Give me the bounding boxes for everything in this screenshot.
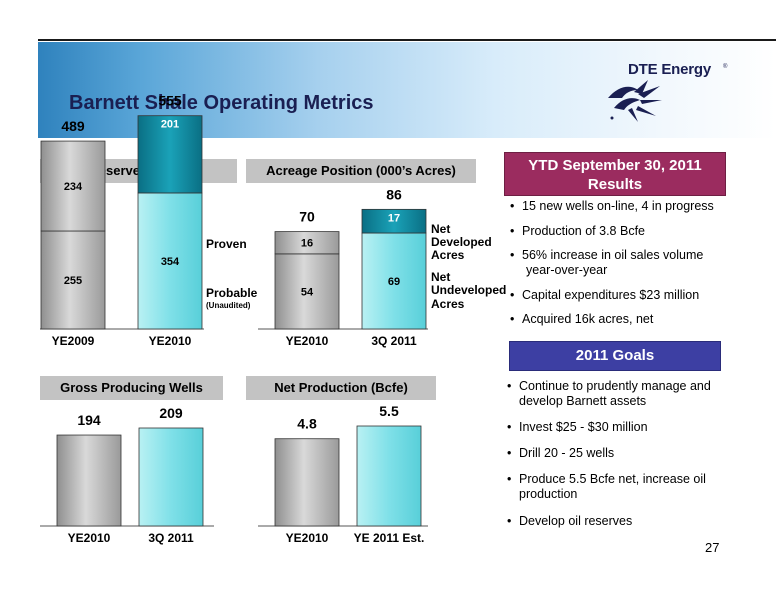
bar-segment [361,208,427,234]
ytd-results-header: YTD September 30, 2011 Results [504,152,726,196]
legend-undeveloped-3: Acres [431,297,465,311]
goal-item: Produce 5.5 Bcfe net, increase oil [507,472,706,487]
goal-item: Continue to prudently manage and [507,379,711,394]
bar-total-label: 70 [299,209,315,225]
category-label: YE2010 [286,334,329,348]
slide-title: Barnett Shale Operating Metrics [69,92,374,114]
bar-total-label: 86 [386,186,402,202]
legend-probable: Probable [206,286,258,300]
bar-value-label: 194 [77,412,101,428]
page-number: 27 [705,540,720,555]
wells-panel-title: Gross Producing Wells [40,376,223,400]
bar-segment-label: 17 [388,212,400,224]
bar-segment-label: 69 [388,276,400,288]
legend-undeveloped-1: Net [431,270,451,284]
ytd-line-1: YTD September 30, 2011 [528,157,702,174]
logo-trademark: ® [723,64,728,70]
bar [356,425,422,527]
header-top-line [38,39,776,41]
result-item: 15 new wells on-line, 4 in progress [510,199,714,214]
result-item-cont: year-over-year [526,263,608,277]
legend-developed-3: Acres [431,248,465,262]
bar-segment [274,253,340,330]
unaudited-note: (Unaudited) [206,301,251,310]
bar-total-label: 555 [158,93,182,109]
dte-sun-logo-icon [608,80,662,122]
dte-logo-text: DTE Energy [628,61,712,78]
legend-proven: Proven [206,237,247,251]
category-label: YE2010 [68,531,111,545]
goal-item: Drill 20 - 25 wells [507,446,614,461]
goal-item: Invest $25 - $30 million [507,420,648,435]
bar [138,427,204,527]
result-item: Capital expenditures $23 million [510,288,699,303]
result-item: 56% increase in oil sales volume [510,248,703,263]
bar-segment-label: 201 [161,119,179,131]
bar-segment [274,231,340,255]
legend-undeveloped-2: Undeveloped [431,283,507,297]
bar-segment [361,232,427,330]
bar-segment-label: 16 [301,238,313,250]
bar [56,434,122,527]
goal-item-cont: develop Barnett assets [519,394,647,408]
production-panel-title: Net Production (Bcfe) [246,376,436,400]
category-label: 3Q 2011 [371,334,417,348]
ytd-line-2: Results [587,176,643,193]
legend-developed-1: Net [431,222,451,236]
acreage-panel-title: Acreage Position (000’s Acres) [246,159,476,183]
bar-segment-label: 234 [64,181,83,193]
bar-segment [137,192,203,330]
bar-segment [40,230,106,330]
bar [274,438,340,527]
category-label: YE2010 [286,531,329,545]
bar-total-label: 489 [61,118,85,134]
goal-item: Develop oil reserves [507,514,632,529]
category-label: YE2009 [52,334,95,348]
bar-segment [40,140,106,232]
bar-segment-label: 354 [161,256,180,268]
legend-developed-2: Developed [431,235,492,249]
category-label: 3Q 2011 [148,531,194,545]
bar-segment-label: 255 [64,275,82,287]
goal-item-cont: production [519,487,578,501]
bar-value-label: 5.5 [379,403,399,419]
bar-segment-label: 54 [301,286,314,298]
bar-segment [137,115,203,194]
result-item: Acquired 16k acres, net [510,312,653,327]
goals-header: 2011 Goals [509,341,721,371]
category-label: YE2010 [149,334,192,348]
category-label: YE 2011 Est. [354,531,425,545]
bar-value-label: 209 [159,405,183,421]
result-item: Production of 3.8 Bcfe [510,224,645,239]
bar-value-label: 4.8 [297,416,317,432]
